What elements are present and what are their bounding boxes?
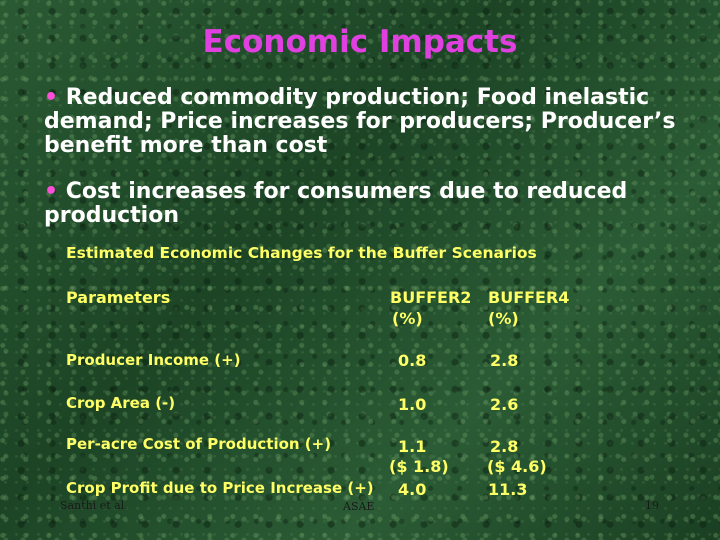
bullet-1: • Reduced commodity production; Food ine… [44,86,694,158]
bullet-2-text: Cost increases for consumers due to redu… [44,179,628,228]
cell-producer-income-buffer4: 2.8 [490,351,519,370]
footer-author: Santhi et al. [60,499,128,512]
header-parameters: Parameters [66,288,171,307]
bullet-1-text: Reduced commodity production; Food inela… [44,85,676,158]
cell-per-acre-cost-buffer2: 1.1 [398,437,427,456]
row-label-per-acre-cost: Per-acre Cost of Production (+) [66,435,332,453]
header-buffer4-unit: (%) [488,309,519,328]
cell-crop-profit-buffer2: 4.0 [398,480,427,499]
row-label-producer-income: Producer Income (+) [66,351,241,369]
cell-per-acre-cost-buffer4: 2.8 [490,437,519,456]
bullet-2: • Cost increases for consumers due to re… [44,180,694,228]
bullet-marker: • [44,85,59,110]
header-buffer2-unit: (%) [392,309,423,328]
cell-producer-income-buffer2: 0.8 [398,351,427,370]
header-buffer2: BUFFER2 [390,288,472,307]
header-buffer4: BUFFER4 [488,288,570,307]
footer-page-number: 19 [645,499,659,512]
bullet-marker: • [44,179,59,204]
cell-crop-area-buffer4: 2.6 [490,395,519,414]
table-title: Estimated Economic Changes for the Buffe… [66,244,537,262]
cell-crop-area-buffer2: 1.0 [398,395,427,414]
row-label-crop-profit: Crop Profit due to Price Increase (+) [66,479,374,497]
cell-per-acre-cost-buffer2-dollars: ($ 1.8) [389,457,449,476]
cell-crop-profit-buffer4: 11.3 [488,480,528,499]
footer-organization: ASAE [343,500,375,513]
row-label-crop-area: Crop Area (-) [66,394,176,412]
cell-per-acre-cost-buffer4-dollars: ($ 4.6) [487,457,547,476]
slide-title: Economic Impacts [202,24,518,60]
